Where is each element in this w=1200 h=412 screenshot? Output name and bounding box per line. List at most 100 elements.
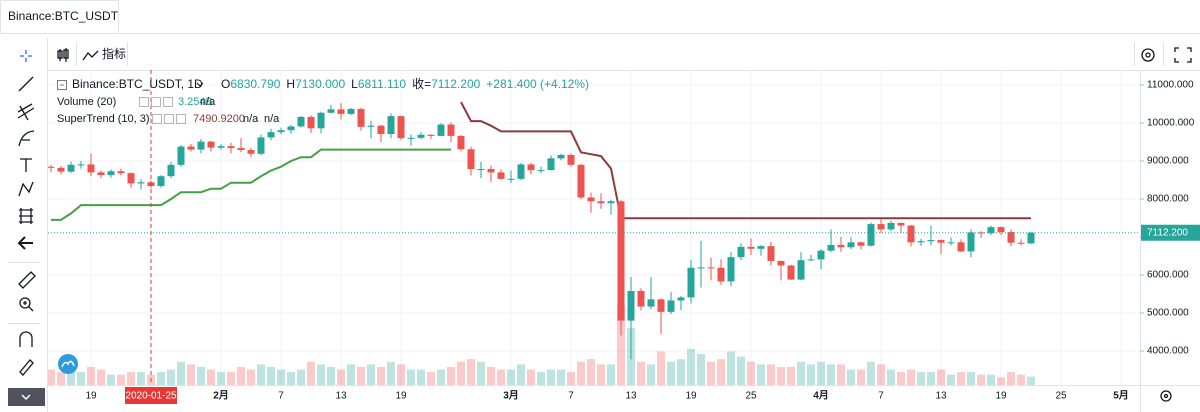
indicator-icon[interactable] [82,50,99,61]
candle-body [347,108,355,114]
x-tick-label: 19 [85,391,97,402]
ohlc-label: H [286,77,295,91]
fullscreen-button[interactable] [1174,47,1192,63]
volume-bar [957,372,965,385]
pattern-tool[interactable] [18,181,34,197]
candle-body [947,242,955,244]
x-tick-label: 25 [745,391,757,402]
y-tick-label: 6000.000 [1147,270,1189,281]
candle-body [837,244,845,248]
volume-bar [787,366,795,385]
lock-tool[interactable] [19,359,34,376]
ohlc-value: 7112.200 [431,77,480,91]
measure-tool[interactable] [18,271,36,289]
volume-bar [727,351,735,385]
candle-body [107,171,115,176]
crosshair-tool[interactable] [20,50,32,62]
candle-body [527,164,535,171]
candle-body [247,149,255,154]
candle-body [97,172,105,176]
candle-body [1007,232,1015,243]
candle-body [337,109,345,114]
magnet-tool[interactable] [19,331,33,347]
trend-line-tool[interactable] [18,76,34,92]
back-tool[interactable] [17,236,33,250]
candle-body [747,246,755,249]
volume-bar [717,359,725,385]
candle-body [237,148,245,150]
volume-bar [777,366,785,385]
candle-body [287,126,295,131]
candle-body [277,130,285,133]
x-tick-label: 25 [1055,391,1067,402]
candle-body [907,225,915,243]
volume-bar [57,372,65,385]
volume-bar [897,372,905,385]
study-buttons[interactable] [139,97,173,107]
ohlc-value: 7130.000 [295,77,345,91]
candle-body [797,260,805,280]
volume-bar [197,366,205,385]
volume-bar [267,366,275,385]
candle-body [777,260,785,266]
volume-bar [667,361,675,385]
volume-bar [697,354,705,385]
candle-body [787,265,795,280]
volume-bar [397,364,405,385]
volume-bar [947,374,955,385]
candle-body [567,154,575,165]
brush-tool[interactable] [18,130,35,147]
text-tool[interactable] [20,158,32,172]
volume-bar [657,351,665,385]
tab-bar [0,0,1200,34]
tab[interactable] [0,0,119,34]
y-tick-label: 8000.000 [1147,194,1189,205]
volume-bar [1027,376,1035,385]
volume-bar [607,364,615,385]
volume-bar [157,372,165,385]
volume-bar [367,364,375,385]
y-tick-label: 9000.000 [1147,156,1189,167]
fib-tool[interactable] [17,103,35,121]
y-tick-label: 5000.000 [1147,308,1189,319]
volume-bar [597,364,605,385]
study-buttons[interactable] [152,114,186,124]
candle-body [127,173,135,184]
volume-bar [67,369,75,385]
candle-body [807,259,815,261]
candle-body [507,178,515,180]
x-tick-label: 7 [568,391,574,402]
prediction-tool[interactable] [19,208,33,224]
ohlc-legend: O6830.790 H7130.000 L6811.110 收=7112.200 +28… [221,77,589,91]
candle-body [67,164,75,172]
candle-body [327,109,335,113]
volume-bar [747,361,755,385]
axis-settings[interactable] [1160,390,1172,402]
last-price-label: 7112.200 [1147,227,1188,238]
tab-label[interactable]: Binance:BTC_USDT [8,9,119,23]
crosshair-date-box [125,387,177,404]
collapse-legend[interactable] [57,80,67,90]
volume-bar [87,366,95,385]
ohlc-value: 6811.110 [358,77,407,91]
sidebar-toggle[interactable] [8,388,45,406]
volume-bar [457,361,465,385]
candle-body [727,257,735,282]
volume-value: 3.254B [178,96,213,108]
volume-bar [967,372,975,385]
x-tick-label: 19 [685,391,697,402]
change-value: +281.400 (+4.12%) [486,77,589,91]
volume-bar [177,361,185,385]
candle-body [267,132,275,138]
volume-bar [257,364,265,385]
x-tick-label: 13 [625,391,637,402]
candle-style-button[interactable] [57,48,69,62]
candle-body [417,134,425,138]
indicators-button[interactable]: 指标 [102,46,126,61]
settings-button[interactable] [1141,48,1155,62]
candle-body [457,135,465,150]
dropdown-icon[interactable] [196,82,204,87]
candle-body [647,299,655,307]
zoom-tool[interactable] [19,297,34,312]
candle-body [827,244,835,251]
